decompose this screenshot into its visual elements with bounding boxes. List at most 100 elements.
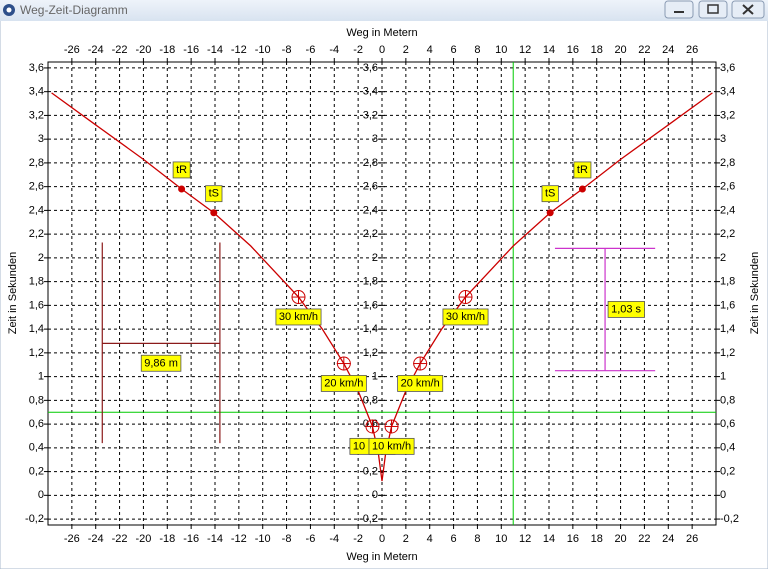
point-marker — [458, 290, 473, 305]
x-tick-label: -2 — [353, 533, 363, 545]
point-label: tR — [176, 164, 187, 176]
y-tick-label: 0,6 — [29, 418, 44, 430]
x-tick-label: -18 — [159, 44, 175, 56]
y-tick-label: 3 — [372, 133, 378, 145]
x-tick-label: 24 — [662, 533, 674, 545]
y-tick-label: 2,6 — [720, 181, 735, 193]
y-tick-label: 2 — [38, 252, 44, 264]
x-tick-label: 26 — [686, 44, 698, 56]
point-marker — [178, 185, 186, 193]
y-tick-label: 2,2 — [29, 228, 44, 240]
y-tick-label: 2,2 — [720, 228, 735, 240]
y-tick-label: 3,2 — [363, 109, 378, 121]
x-tick-label: -24 — [88, 44, 104, 56]
y-tick-label: 3,6 — [29, 62, 44, 74]
y-tick-label: -0,2 — [25, 513, 44, 525]
point-marker — [578, 185, 586, 193]
x-tick-label: 26 — [686, 533, 698, 545]
x-tick-label: -22 — [112, 533, 128, 545]
x-tick-label: -14 — [207, 44, 223, 56]
x-axis-title-bottom: Weg in Metern — [346, 551, 417, 563]
x-tick-label: 12 — [519, 533, 531, 545]
x-tick-label: -16 — [183, 533, 199, 545]
x-tick-label: 18 — [591, 533, 603, 545]
y-tick-label: 3,6 — [363, 62, 378, 74]
x-tick-label: -22 — [112, 44, 128, 56]
x-tick-label: 16 — [567, 533, 579, 545]
y-tick-label: 0,2 — [363, 465, 378, 477]
maximize-button[interactable] — [698, 0, 728, 19]
x-tick-label: 22 — [638, 533, 650, 545]
y-tick-label: 2,8 — [29, 157, 44, 169]
y-tick-label: 1,2 — [29, 347, 44, 359]
measure-label: 9,86 m — [144, 357, 178, 369]
point-marker — [384, 419, 399, 434]
x-tick-label: 10 — [495, 44, 507, 56]
y-tick-label: 2,6 — [363, 181, 378, 193]
minimize-button[interactable] — [664, 0, 694, 19]
y-tick-label: 3,4 — [363, 86, 378, 98]
x-axis-title-top: Weg in Metern — [346, 27, 417, 39]
x-tick-label: 12 — [519, 44, 531, 56]
y-tick-label: 0,8 — [29, 394, 44, 406]
x-tick-label: 8 — [474, 533, 480, 545]
x-tick-label: 20 — [614, 533, 626, 545]
y-tick-label: 0,4 — [29, 442, 44, 454]
x-tick-label: 2 — [403, 44, 409, 56]
label-box — [275, 308, 322, 326]
x-tick-label: -18 — [159, 533, 175, 545]
x-tick-label: -10 — [255, 533, 271, 545]
plot-area — [47, 61, 717, 526]
label-box — [607, 301, 645, 318]
y-tick-label: 0 — [38, 489, 44, 501]
x-tick-label: -16 — [183, 44, 199, 56]
point-marker — [291, 290, 306, 305]
y-tick-label: 2,6 — [29, 181, 44, 193]
y-tick-label: 0,6 — [363, 418, 378, 430]
point-label: 30 km/h — [279, 311, 318, 323]
x-tick-label: -6 — [306, 44, 316, 56]
x-tick-label: 0 — [379, 533, 385, 545]
y-tick-label: 3,6 — [720, 62, 735, 74]
point-label: 20 km/h — [401, 377, 440, 389]
x-tick-label: -4 — [329, 44, 339, 56]
point-marker — [365, 419, 380, 434]
label-box — [320, 375, 367, 392]
x-tick-label: -8 — [282, 533, 292, 545]
x-tick-label: 24 — [662, 44, 674, 56]
y-tick-label: 2,4 — [363, 204, 378, 216]
point-marker — [336, 356, 351, 371]
x-tick-label: 10 — [495, 533, 507, 545]
label-box — [442, 308, 489, 326]
y-tick-label: 1,4 — [29, 323, 44, 335]
y-tick-label: 2,4 — [29, 204, 44, 216]
y-tick-label: 1,4 — [363, 323, 378, 335]
point-label: tS — [545, 188, 555, 200]
y-tick-label: 1 — [372, 371, 378, 383]
y-axis-title-right: Zeit in Sekunden — [749, 252, 761, 335]
x-tick-label: 16 — [567, 44, 579, 56]
y-tick-label: 2,8 — [363, 157, 378, 169]
y-tick-label: 0,6 — [720, 418, 735, 430]
label-box — [172, 161, 191, 179]
y-tick-label: 3,4 — [720, 86, 735, 98]
close-button[interactable] — [731, 0, 765, 19]
measure-label: 1,03 s — [611, 303, 641, 315]
x-tick-label: 4 — [427, 44, 433, 56]
y-tick-label: 3 — [720, 133, 726, 145]
y-tick-label: 1,6 — [363, 299, 378, 311]
y-tick-label: -0,2 — [720, 513, 739, 525]
label-box — [573, 161, 592, 179]
y-tick-label: 0 — [720, 489, 726, 501]
x-tick-label: -8 — [282, 44, 292, 56]
point-marker — [546, 209, 554, 217]
x-tick-label: -10 — [255, 44, 271, 56]
y-tick-label: -0,2 — [359, 513, 378, 525]
window-title: Weg-Zeit-Diagramm — [20, 3, 128, 17]
x-tick-label: 0 — [379, 44, 385, 56]
y-tick-label: 1,2 — [720, 347, 735, 359]
x-tick-label: -20 — [135, 533, 151, 545]
y-tick-label: 0,4 — [720, 442, 735, 454]
